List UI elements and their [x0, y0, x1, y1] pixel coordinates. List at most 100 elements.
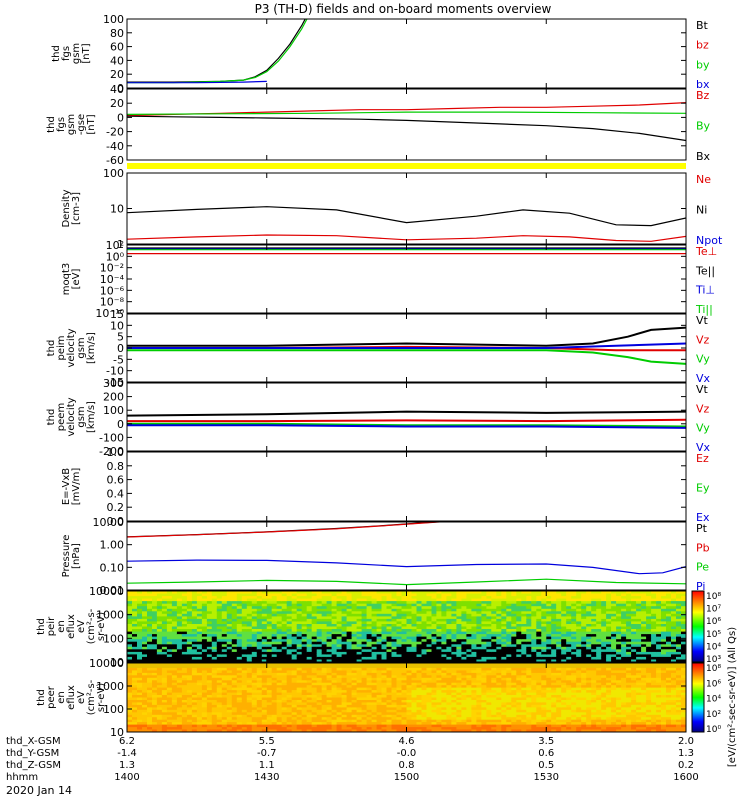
spectrogram-cell — [166, 651, 173, 655]
spectrogram-cell — [486, 634, 492, 638]
spectrogram-cell — [291, 613, 298, 617]
spectrogram-cell — [301, 722, 308, 726]
spectrogram-cell — [246, 598, 253, 602]
spectrogram-cell — [236, 665, 243, 669]
spectrogram-cell — [361, 687, 368, 691]
spectrogram-cell — [361, 700, 368, 704]
spectrogram-cell — [356, 608, 363, 612]
spectrogram-cell — [306, 724, 313, 728]
spectrogram-cell — [276, 651, 283, 655]
spectrogram-cell — [421, 649, 428, 653]
spectrogram-cell — [556, 591, 562, 595]
spectrogram-cell — [351, 616, 358, 620]
y-tick-label: 0.01 — [100, 584, 125, 597]
spectrogram-cell — [311, 624, 318, 628]
spectrogram-cell — [421, 608, 428, 612]
spectrogram-cell — [346, 644, 353, 648]
spectrogram-cell — [611, 606, 617, 610]
spectrogram-cell — [366, 724, 373, 728]
spectrogram-cell — [341, 685, 348, 689]
spectrogram-cell — [481, 606, 487, 610]
spectrogram-cell — [137, 665, 143, 669]
spectrogram-cell — [336, 654, 343, 658]
spectrogram-cell — [381, 651, 388, 655]
spectrogram-cell — [581, 603, 587, 607]
spectrogram-cell — [276, 654, 283, 658]
spectrogram-cell — [476, 593, 482, 597]
spectrogram-cell — [491, 606, 497, 610]
spectrogram-cell — [536, 596, 542, 600]
spectrogram-cell — [386, 621, 393, 625]
spectrogram-cell — [291, 704, 298, 708]
series-Ne-line — [127, 234, 686, 242]
spectrogram-cell — [221, 641, 228, 645]
spectrogram-cell — [671, 601, 677, 605]
spectrogram-cell — [666, 601, 672, 605]
spectrogram-cell — [306, 639, 313, 643]
spectrogram-cell — [156, 644, 163, 648]
spectrogram-cell — [651, 641, 657, 645]
spectrogram-cell — [571, 649, 577, 653]
spectrogram-cell — [351, 719, 358, 723]
spectrogram-cell — [246, 665, 253, 669]
spectrogram-cell — [576, 641, 582, 645]
spectrogram-cell — [166, 621, 173, 625]
spectrogram-cell — [321, 644, 328, 648]
spectrogram-cell — [371, 634, 378, 638]
spectrogram-cell — [261, 636, 268, 640]
spectrogram-cell — [196, 724, 203, 728]
spectrogram-cell — [291, 719, 298, 723]
spectrogram-cell — [626, 616, 632, 620]
spectrogram-cell — [132, 591, 138, 595]
spectrogram-cell — [291, 729, 298, 732]
y-axis-label: [cm-3] — [71, 192, 82, 225]
spectrogram-cell — [421, 603, 428, 607]
spectrogram-cell — [596, 626, 602, 630]
spectrogram-cell — [281, 685, 288, 689]
spectrogram-cell — [386, 656, 393, 660]
spectrogram-cell — [176, 629, 183, 633]
spectrogram-cell — [561, 641, 567, 645]
spectrogram-cell — [176, 704, 183, 708]
spectrogram-cell — [641, 631, 647, 635]
spectrogram-cell — [376, 654, 383, 658]
spectrogram-cell — [191, 724, 198, 728]
spectrogram-cell — [206, 665, 213, 669]
spectrogram-cell — [156, 677, 163, 681]
spectrogram-cell — [321, 601, 328, 605]
spectrogram-cell — [326, 616, 333, 620]
spectrogram-cell — [676, 613, 682, 617]
spectrogram-cell — [431, 634, 438, 638]
spectrogram-cell — [271, 707, 278, 711]
spectrogram-cell — [147, 717, 153, 721]
spectrogram-cell — [386, 663, 393, 667]
spectrogram-cell — [396, 606, 403, 610]
spectrogram-cell — [596, 654, 602, 658]
spectrogram-cell — [591, 626, 597, 630]
spectrogram-cell — [391, 641, 398, 645]
spectrogram-cell — [576, 593, 582, 597]
y-axis-label: fgs — [61, 46, 72, 61]
spectrogram-cell — [356, 685, 363, 689]
spectrogram-cell — [656, 611, 662, 615]
spectrogram-cell — [246, 659, 253, 662]
spectrogram-cell — [561, 618, 567, 622]
spectrogram-cell — [631, 639, 637, 643]
spectrogram-cell — [326, 724, 333, 728]
spectrogram-cell — [286, 672, 293, 676]
spectrogram-cell — [641, 636, 647, 640]
spectrogram-cell — [137, 687, 143, 691]
spectrogram-cell — [306, 651, 313, 655]
spectrogram-cell — [142, 593, 148, 597]
spectrogram-cell — [266, 591, 273, 595]
y-tick-label: 1 — [117, 238, 124, 251]
spectrogram-cell — [156, 634, 163, 638]
spectrogram-cell — [376, 687, 383, 691]
spectrogram-cell — [271, 677, 278, 681]
spectrogram-cell — [456, 654, 462, 658]
spectrogram-cell — [226, 636, 233, 640]
spectrogram-cell — [316, 687, 323, 691]
spectrogram-cell — [206, 598, 213, 602]
spectrogram-cell — [251, 707, 258, 711]
spectrogram-cell — [221, 717, 228, 721]
